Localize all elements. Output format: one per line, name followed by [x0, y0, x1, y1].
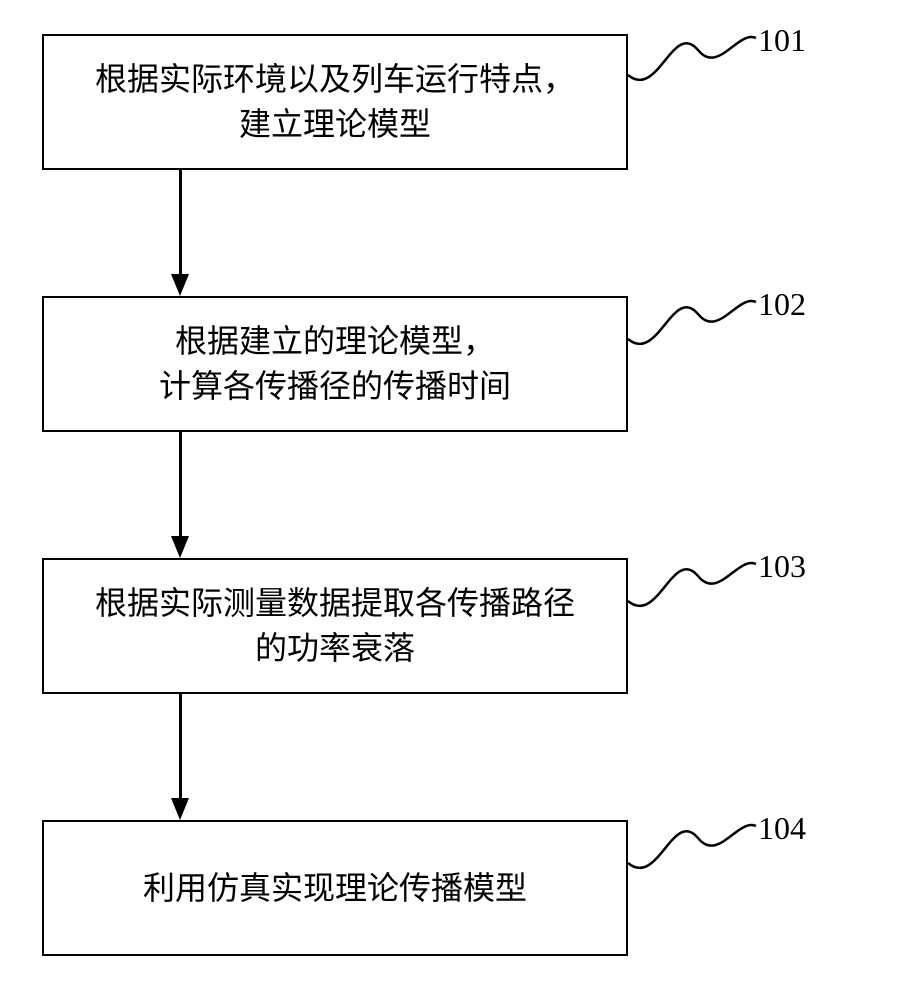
flow-arrow-head — [171, 274, 189, 296]
flowchart-step-101: 根据实际环境以及列车运行特点， 建立理论模型 — [42, 34, 628, 170]
step-label-102: 102 — [758, 286, 806, 323]
flow-arrow — [179, 170, 182, 274]
step-label-104: 104 — [758, 810, 806, 847]
callout-curve — [628, 818, 758, 878]
step-text-line: 根据建立的理论模型， — [175, 319, 495, 364]
callout-curve — [628, 556, 758, 616]
step-text-line: 根据实际测量数据提取各传播路径 — [95, 581, 575, 626]
step-text-line: 的功率衰落 — [255, 626, 415, 671]
flowchart-canvas: 根据实际环境以及列车运行特点， 建立理论模型 101 根据建立的理论模型， 计算… — [0, 0, 916, 996]
step-text-line: 计算各传播径的传播时间 — [159, 364, 511, 409]
step-text-line: 根据实际环境以及列车运行特点， — [95, 57, 575, 102]
flowchart-step-102: 根据建立的理论模型， 计算各传播径的传播时间 — [42, 296, 628, 432]
flowchart-step-104: 利用仿真实现理论传播模型 — [42, 820, 628, 956]
step-label-101: 101 — [758, 22, 806, 59]
flow-arrow — [179, 432, 182, 536]
callout-curve — [628, 294, 758, 354]
step-text-line: 建立理论模型 — [239, 102, 431, 147]
callout-curve — [628, 30, 758, 90]
step-label-103: 103 — [758, 548, 806, 585]
flowchart-step-103: 根据实际测量数据提取各传播路径 的功率衰落 — [42, 558, 628, 694]
flow-arrow-head — [171, 536, 189, 558]
step-text-line: 利用仿真实现理论传播模型 — [143, 866, 527, 911]
flow-arrow — [179, 694, 182, 798]
flow-arrow-head — [171, 798, 189, 820]
